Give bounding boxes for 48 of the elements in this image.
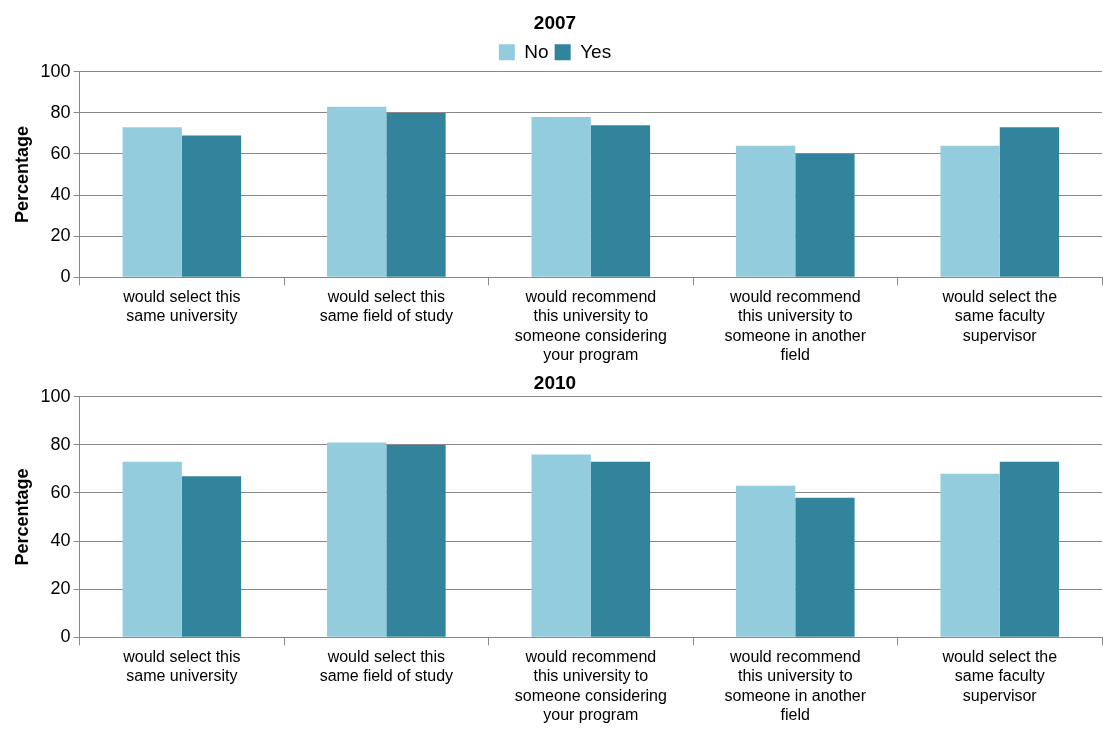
x-tick-label: would select this same field of study [319,288,454,325]
bar [735,485,796,637]
y-axis-title: Percentage [11,468,32,566]
y-tick-label: 100 [40,60,71,81]
bar [181,476,242,637]
bar [735,145,796,277]
x-tick-label: would recommend this university to someone in another field [724,288,867,363]
bar [122,127,182,277]
y-tick-label: 20 [50,578,71,599]
x-tick-label: would select the same faculty supervisor [941,288,1058,344]
x-tick-label: would select this same field of study [319,648,454,685]
chart-title: 2007 [533,11,577,33]
y-tick-label: 40 [50,530,71,551]
bar [590,461,651,637]
bar [122,461,182,637]
x-tick-label: would select this same university [122,648,241,685]
y-tick-label: 100 [40,385,71,406]
x-tick-label: would recommend this university to someone in another field [724,648,867,723]
x-tick-label: would select this same university [122,288,241,325]
bar [940,145,1000,277]
bar [940,473,1000,637]
chart-title: 2010 [533,371,577,393]
x-tick-label: would recommend this university to someone considering your program [514,648,667,723]
y-tick-label: 0 [60,266,71,287]
legend-label: Yes [580,40,612,62]
bar [327,106,387,277]
bar [795,497,855,637]
x-tick-label: would recommend this university to someone considering your program [514,288,667,363]
y-axis-title: Percentage [11,125,32,224]
bar [795,153,855,277]
x-tick-label: would select the same faculty supervisor [941,648,1058,704]
bar [386,444,446,637]
bar [999,127,1060,277]
legend-label: No [524,40,549,62]
bar [590,125,651,277]
bar [531,454,591,637]
bar [386,112,446,277]
y-tick-label: 40 [50,184,71,205]
bar [181,135,242,277]
bar [999,461,1060,637]
y-tick-label: 60 [50,142,71,163]
y-tick-label: 0 [60,626,71,647]
y-tick-label: 80 [50,101,71,122]
y-tick-label: 80 [50,433,71,454]
bar [531,116,591,277]
bar [327,442,387,637]
y-tick-label: 20 [50,225,71,246]
y-tick-label: 60 [50,481,71,502]
